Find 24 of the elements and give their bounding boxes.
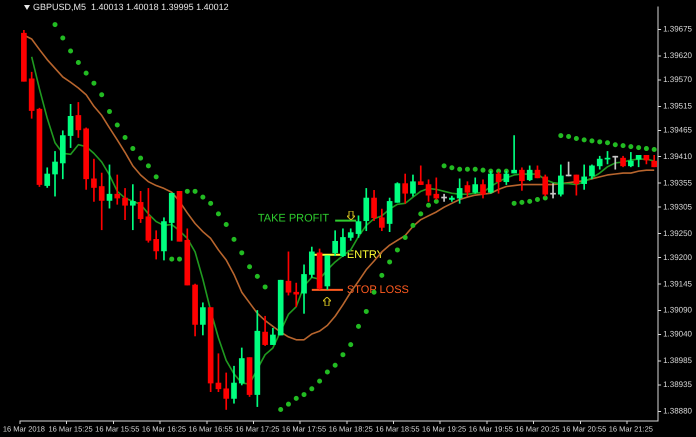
y-tick-label: 1.39040 xyxy=(663,330,693,339)
y-tick-label: 1.39620 xyxy=(663,51,693,60)
y-tick-label: 1.39675 xyxy=(663,24,693,34)
y-tick-label: 1.39145 xyxy=(663,279,693,288)
y-tick-label: 1.38985 xyxy=(663,356,693,366)
candlestick xyxy=(550,183,556,198)
candlestick xyxy=(604,151,610,164)
candlestick xyxy=(122,188,128,220)
y-tick-label: 1.38935 xyxy=(663,380,693,390)
candlestick xyxy=(106,164,112,208)
y-tick-label: 1.39570 xyxy=(663,75,693,84)
y-tick-label: 1.39200 xyxy=(663,252,693,262)
y-tick-label: 1.38880 xyxy=(663,406,693,416)
candlestick xyxy=(216,353,222,392)
y-tick-label: 1.39465 xyxy=(663,125,693,134)
candlestick xyxy=(91,158,97,202)
chart-title: GBPUSD,M5 1.40013 1.40018 1.39995 1.40012 xyxy=(33,2,229,12)
y-tick-label: 1.39090 xyxy=(663,306,693,315)
ref-line-label: TAKE PROFIT xyxy=(258,212,330,225)
y-tick-label: 1.39355 xyxy=(663,178,693,188)
y-tick-label: 1.39515 xyxy=(663,101,693,110)
y-tick-label: 1.39410 xyxy=(663,152,693,161)
y-tick-label: 1.39250 xyxy=(663,228,693,238)
y-tick-label: 1.39305 xyxy=(663,202,693,212)
